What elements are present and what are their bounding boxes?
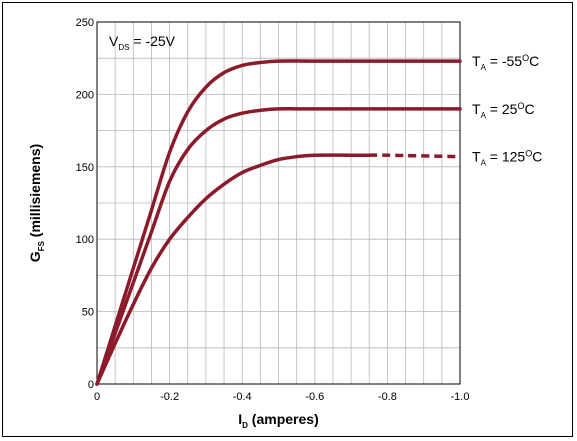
series-label-tail: C: [524, 101, 534, 117]
y-tick-label: 50: [82, 307, 94, 319]
series-label-rest: = -55: [486, 53, 522, 69]
y-tick-label: 100: [76, 234, 94, 246]
x-tick-label: -0.4: [233, 391, 252, 403]
series-label-tail: C: [529, 53, 539, 69]
series-label-main: T: [472, 53, 481, 69]
x-tick-label: -1.0: [451, 391, 470, 403]
series-label-2: TA = 25OC: [472, 101, 535, 120]
y-tick-label: 0: [88, 379, 94, 391]
y-axis-title-main: G: [27, 251, 43, 262]
tick-labels: 0 -0.2 -0.4 -0.6 -0.8 -1.0 0 50 100 150 200 250: [76, 17, 470, 403]
y-axis-title: GFS (millisiemens): [27, 144, 46, 262]
series-label-sup: O: [522, 53, 529, 63]
y-tick-label: 150: [76, 162, 94, 174]
condition-rest: = -25V: [129, 33, 175, 49]
y-tick-label: 200: [76, 89, 94, 101]
condition-sub: DS: [118, 43, 129, 52]
plot-area: [96, 21, 461, 385]
series-label-rest: = 25: [486, 101, 518, 117]
series-label-main: T: [472, 101, 481, 117]
condition-main: V: [109, 33, 119, 49]
series-label-1: TA = -55OC: [472, 53, 539, 72]
series-line-1: [95, 59, 462, 386]
series-label-main: T: [472, 149, 481, 165]
y-tick-label: 250: [76, 17, 94, 29]
series-label-sup: O: [525, 149, 532, 159]
x-tick-label: -0.8: [378, 391, 397, 403]
series-label-tail: C: [532, 149, 542, 165]
series-label-3: TA = 125OC: [472, 149, 542, 168]
x-tick-label: 0: [94, 391, 100, 403]
x-axis-title-rest: (amperes): [248, 411, 319, 427]
series-label-sup: O: [517, 101, 524, 111]
series-line-2: [95, 107, 462, 386]
grid: [97, 22, 460, 384]
condition-annotation: VDS = -25V: [109, 33, 176, 52]
series-layer: [95, 59, 462, 386]
series-label-rest: = 125: [486, 149, 526, 165]
series-line-3-dashed: [369, 153, 461, 159]
x-axis-title-sub: D: [242, 421, 248, 430]
series-line-3: [95, 153, 371, 386]
x-tick-label: -0.2: [160, 391, 179, 403]
series-label-sub: A: [481, 63, 487, 72]
x-tick-label: -0.6: [305, 391, 324, 403]
series-label-sub: A: [481, 111, 487, 120]
x-axis-title: ID (amperes): [238, 411, 318, 430]
series-label-sub: A: [481, 159, 487, 168]
y-axis-title-sub: FS: [37, 240, 46, 251]
x-axis-title-main: I: [238, 411, 242, 427]
y-axis-title-rest: (millisiemens): [27, 144, 43, 241]
